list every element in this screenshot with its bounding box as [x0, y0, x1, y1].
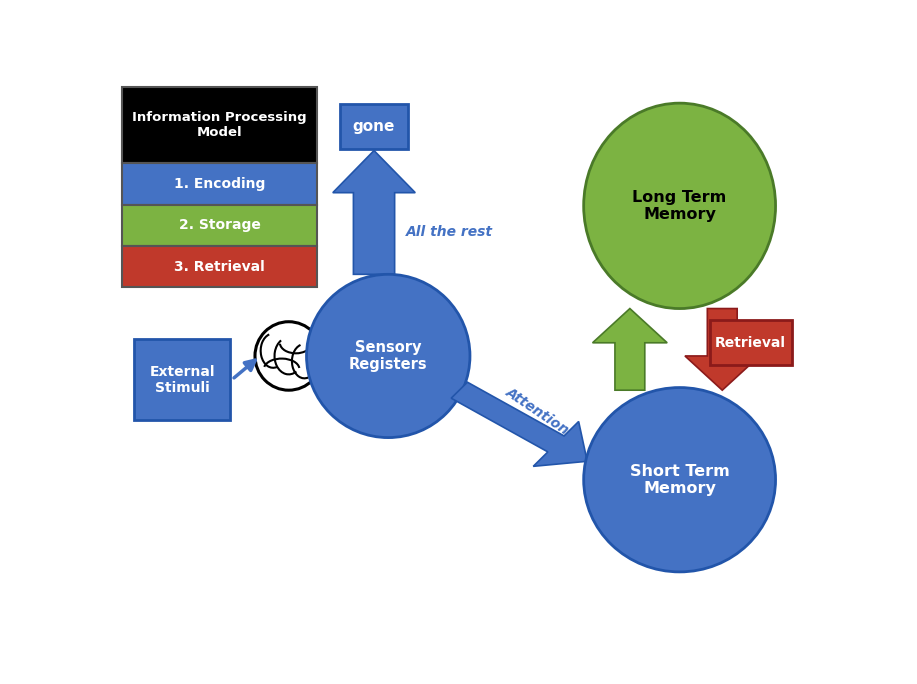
- Ellipse shape: [584, 388, 776, 572]
- Ellipse shape: [584, 103, 776, 308]
- Text: 1. Encoding: 1. Encoding: [173, 177, 265, 191]
- Text: External
Stimuli: External Stimuli: [149, 365, 215, 395]
- Text: Sensory
Registers: Sensory Registers: [349, 340, 427, 372]
- FancyBboxPatch shape: [134, 339, 230, 421]
- Text: All the rest: All the rest: [406, 225, 493, 239]
- Text: Long Term
Memory: Long Term Memory: [633, 189, 727, 222]
- FancyBboxPatch shape: [122, 88, 317, 163]
- Text: Information Processing
Model: Information Processing Model: [132, 111, 307, 140]
- FancyBboxPatch shape: [710, 320, 791, 365]
- Text: 2. Storage: 2. Storage: [179, 218, 260, 233]
- Text: Short Term
Memory: Short Term Memory: [630, 464, 730, 496]
- FancyArrow shape: [333, 150, 415, 274]
- Ellipse shape: [306, 274, 470, 438]
- FancyBboxPatch shape: [340, 105, 408, 149]
- FancyBboxPatch shape: [122, 205, 317, 246]
- Text: Attention: Attention: [503, 385, 572, 438]
- FancyArrow shape: [451, 382, 587, 466]
- FancyBboxPatch shape: [122, 246, 317, 287]
- Text: Retrieval: Retrieval: [715, 336, 786, 350]
- Text: 3. Retrieval: 3. Retrieval: [174, 260, 265, 274]
- FancyBboxPatch shape: [122, 163, 317, 205]
- Text: gone: gone: [353, 119, 395, 134]
- FancyArrow shape: [685, 308, 759, 390]
- FancyArrow shape: [592, 308, 668, 390]
